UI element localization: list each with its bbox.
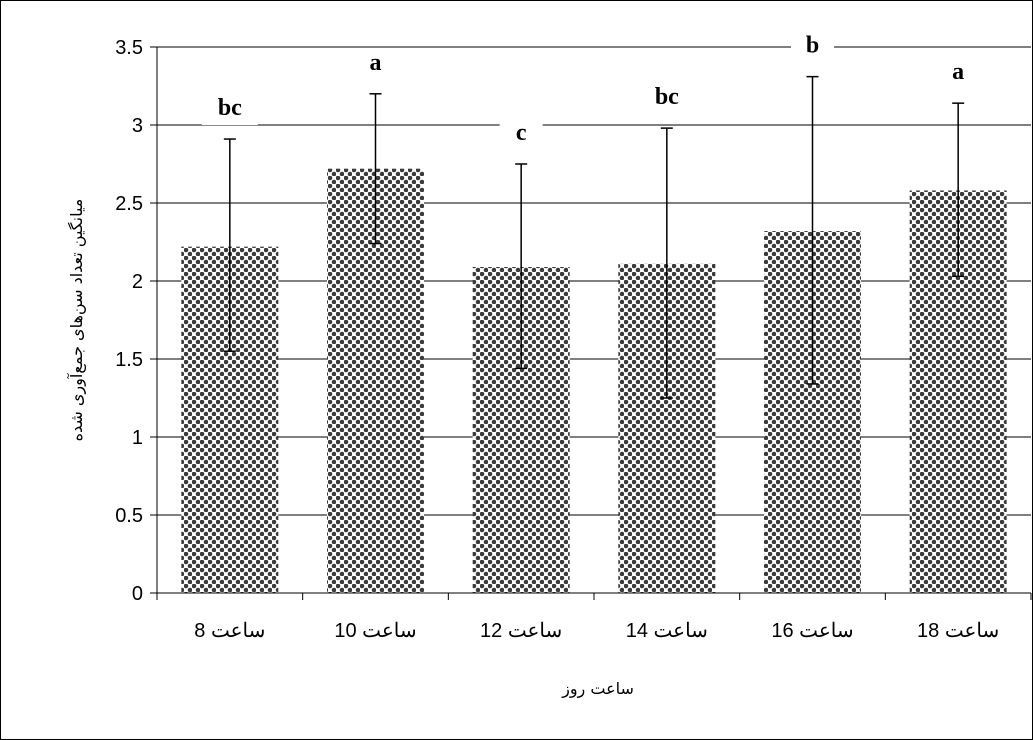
significance-letter: a xyxy=(952,59,964,85)
significance-label-bg xyxy=(638,82,695,115)
significance-letter: c xyxy=(516,120,527,146)
y-tick-labels: 0 0.5 1 1.5 2 2.5 3 3.5 xyxy=(115,37,143,605)
x-category-label: ساعت 16 xyxy=(771,620,853,642)
significance-letter: a xyxy=(370,50,382,76)
y-axis-title: میانگین تعداد سن‌های جمع‌آوری شده xyxy=(67,199,87,442)
x-category-labels: ساعت 8 ساعت 10 ساعت 12 ساعت 14 ساعت 16 ساعت 1… xyxy=(194,620,999,642)
y-tick-label: 0 xyxy=(132,583,143,605)
significance-letter: bc xyxy=(218,95,242,121)
significance-letter: b xyxy=(806,33,819,59)
x-category-label: ساعت 8 xyxy=(194,620,265,642)
bars xyxy=(181,168,1007,593)
x-category-label: ساعت 18 xyxy=(917,620,999,642)
y-tick-label: 0.5 xyxy=(115,505,143,527)
y-tick-label: 3 xyxy=(132,115,143,137)
y-tick-label: 2 xyxy=(132,271,143,293)
significance-label-bg xyxy=(499,118,543,150)
x-axis-title: ساعت روز xyxy=(561,679,634,699)
x-category-label: ساعت 12 xyxy=(480,620,562,642)
significance-label-bg xyxy=(791,30,834,63)
y-tick-label: 3.5 xyxy=(115,37,143,59)
y-tick-label: 2.5 xyxy=(115,193,143,215)
gridlines xyxy=(157,46,1031,516)
significance-letters: bc a c bc b a xyxy=(201,30,980,150)
significance-label-bg xyxy=(201,93,258,126)
x-category-label: ساعت 14 xyxy=(626,620,708,642)
y-tick-label: 1.5 xyxy=(115,349,143,371)
significance-label-bg xyxy=(354,47,397,80)
significance-label-bg xyxy=(936,57,980,90)
error-bars xyxy=(223,75,965,399)
x-category-label: ساعت 10 xyxy=(334,620,416,642)
axes xyxy=(150,46,1032,600)
significance-letter: bc xyxy=(655,84,679,110)
y-tick-label: 1 xyxy=(132,427,143,449)
